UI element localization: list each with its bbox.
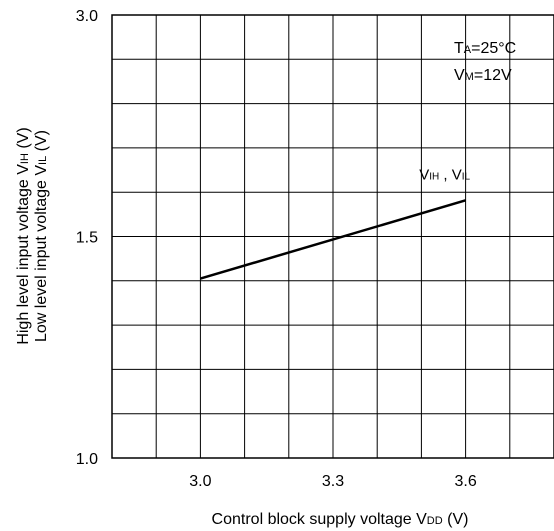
series-label-sub2: IL [462, 172, 471, 183]
y-axis-label-low: Low level input voltage VIL (V) [33, 130, 50, 342]
y-tick-label: 1.0 [76, 451, 98, 468]
y-axis-label-high: High level input voltage VIH (V) [15, 127, 32, 344]
series-line [200, 199, 466, 280]
condition-temperature-sub: A [464, 44, 472, 56]
condition-motor-voltage-sub: M [465, 71, 474, 83]
y-axis-label-high-text: High level input voltage V [15, 164, 32, 345]
condition-motor-voltage-post: =12V [474, 67, 512, 84]
x-tick-label: 3.3 [322, 473, 344, 490]
series-label-sub1: IH [429, 172, 439, 183]
series-label-mid: , V [439, 167, 462, 184]
series-label: VIH , VIL [419, 167, 470, 184]
y-axis-label-low-text: Low level input voltage V [33, 165, 50, 342]
y-axis-label-low-sub: IL [37, 156, 49, 165]
x-axis-label-sub: DD [427, 515, 443, 527]
y-tick-label: 3.0 [76, 8, 98, 25]
x-axis-label: Control block supply voltage VDD (V) [212, 511, 469, 528]
y-tick-label: 1.5 [76, 230, 98, 247]
grid-lines [112, 15, 554, 458]
x-tick-label: 3.0 [189, 473, 211, 490]
series-lines [200, 199, 466, 280]
y-axis-label-low-unit: (V) [33, 130, 50, 156]
x-axis-label-unit: (V) [443, 511, 469, 528]
plot-frame [111, 14, 554, 459]
condition-temperature-post: =25°C [471, 40, 516, 57]
condition-motor-voltage: VM=12V [454, 67, 512, 84]
series-label-v1: V [419, 167, 429, 184]
tick-labels: 3.0 3.3 3.6 1.0 1.5 3.0 [76, 8, 477, 490]
condition-temperature-pre: T [454, 40, 464, 57]
y-axis-label-high-sub: IH [19, 153, 31, 164]
x-axis-label-text: Control block supply voltage V [212, 511, 428, 528]
condition-temperature: TA=25°C [454, 40, 516, 57]
y-axis-label-high-unit: (V) [15, 127, 32, 153]
x-tick-label: 3.6 [454, 473, 476, 490]
condition-motor-voltage-pre: V [454, 67, 465, 84]
